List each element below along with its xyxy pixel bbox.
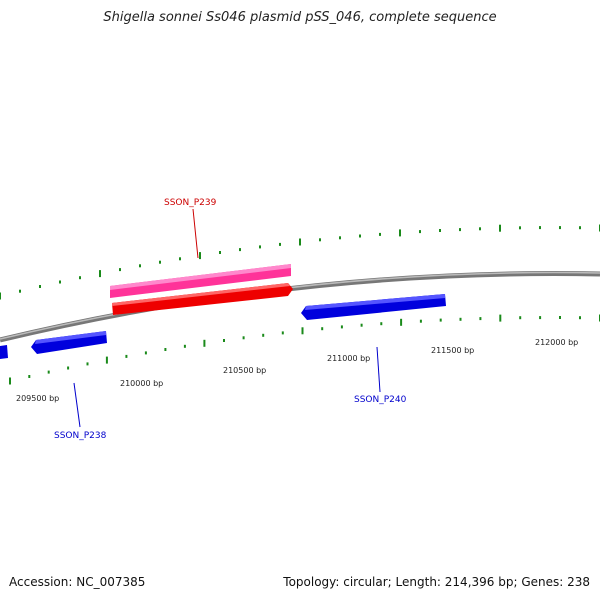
tick-label-211500: 211500 bp xyxy=(431,346,474,355)
gene-sson-p239[interactable] xyxy=(110,264,293,315)
tick-label-210000: 210000 bp xyxy=(120,379,163,388)
leader-line-sson-p239 xyxy=(192,208,199,259)
gene-sson-p239-bar xyxy=(112,283,293,315)
plasmid-backbone-highlight xyxy=(0,271,600,340)
map-title: Shigella sonnei Ss046 plasmid pSS_046, c… xyxy=(103,10,497,25)
topology-summary: Topology: circular; Length: 214,396 bp; … xyxy=(283,575,590,589)
gene-label-sson-p239[interactable]: SSON_P239 xyxy=(164,198,217,208)
gene-sson-p240-bar-shade xyxy=(305,294,445,310)
inner-tick-ring xyxy=(9,314,600,385)
gene-sson-p238[interactable] xyxy=(31,331,107,354)
tick-label-209500: 209500 bp xyxy=(16,394,59,403)
tick-label-210500: 210500 bp xyxy=(223,366,266,375)
gene-label-sson-p240[interactable]: SSON_P240 xyxy=(354,395,407,405)
tick-label-211000: 211000 bp xyxy=(327,354,370,363)
leader-line-sson-p238 xyxy=(73,382,81,428)
tick-label-212000: 212000 bp xyxy=(535,338,578,347)
gene-partial-left-bar xyxy=(0,345,8,359)
gene-sson-p240[interactable] xyxy=(301,294,446,320)
outer-tick-ring xyxy=(0,224,600,300)
gene-sson-p238-bar-shade xyxy=(35,331,106,344)
gene-sson-p239-bar-shade xyxy=(112,283,290,306)
leader-line-sson-p240 xyxy=(376,346,381,393)
accession-text: Accession: NC_007385 xyxy=(9,575,146,589)
gene-partial-left[interactable] xyxy=(0,345,8,359)
gene-sson-p239-top-bar-shade xyxy=(110,264,291,290)
gene-label-sson-p238[interactable]: SSON_P238 xyxy=(54,431,107,441)
plasmid-backbone xyxy=(0,271,600,343)
